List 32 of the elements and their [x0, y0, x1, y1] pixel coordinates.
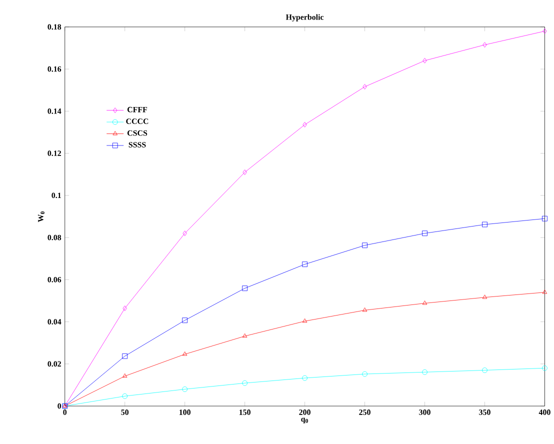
point [302, 318, 308, 323]
point [362, 371, 368, 377]
point [302, 375, 308, 381]
point [362, 242, 368, 248]
point [122, 373, 128, 378]
point [542, 28, 547, 34]
point [242, 380, 248, 386]
point [362, 84, 367, 90]
point [422, 300, 428, 305]
point [122, 393, 128, 399]
point [242, 333, 248, 338]
point [122, 306, 127, 312]
point [182, 230, 187, 236]
point [542, 290, 548, 294]
point [242, 170, 247, 175]
point [542, 216, 548, 222]
point [182, 386, 188, 392]
point [242, 286, 248, 292]
point [482, 294, 488, 299]
point [422, 58, 427, 64]
point [182, 352, 188, 356]
point [302, 262, 308, 267]
point [542, 365, 548, 371]
point [122, 353, 128, 359]
point [302, 122, 307, 128]
point [182, 318, 188, 324]
point [482, 42, 487, 48]
point [482, 368, 488, 373]
point [422, 230, 428, 236]
point [422, 369, 428, 375]
point [482, 222, 488, 228]
point [362, 308, 368, 312]
